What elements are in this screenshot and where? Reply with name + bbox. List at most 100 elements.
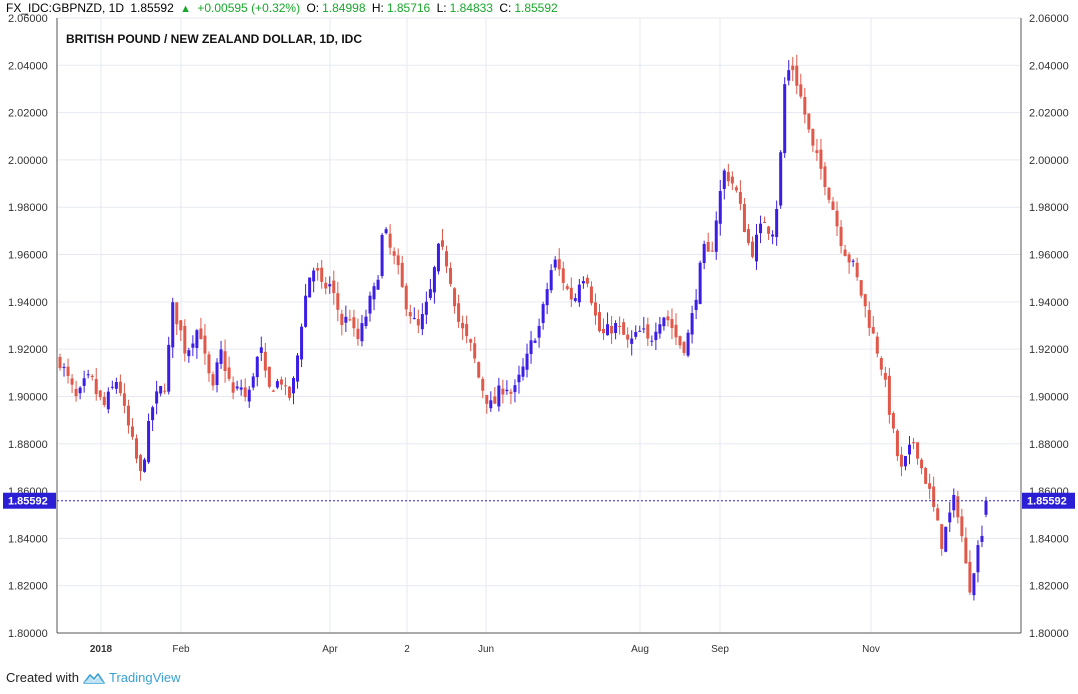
candle-body bbox=[207, 354, 211, 374]
candle-body bbox=[589, 286, 593, 304]
candle-body bbox=[763, 222, 767, 224]
candle-body bbox=[465, 323, 469, 337]
candle-body bbox=[513, 385, 517, 393]
candle-body bbox=[497, 385, 501, 407]
candle-body bbox=[920, 459, 924, 469]
x-tick-label: Sep bbox=[711, 644, 729, 655]
candle-body bbox=[316, 268, 320, 271]
candle-body bbox=[855, 262, 859, 278]
y-tick-label-left: 1.90000 bbox=[8, 391, 48, 403]
candle-body bbox=[259, 347, 263, 353]
candle-body bbox=[183, 325, 187, 354]
candle-body bbox=[968, 561, 972, 593]
high-value: 1.85716 bbox=[386, 1, 431, 15]
last-price-tag-left bbox=[3, 492, 56, 509]
candle-body bbox=[847, 254, 851, 263]
candle-body bbox=[126, 405, 130, 426]
candle-body bbox=[666, 316, 670, 321]
candle-body bbox=[936, 508, 940, 521]
candle-body bbox=[110, 386, 114, 388]
candle-body bbox=[960, 516, 964, 537]
y-tick-label-left: 2.00000 bbox=[8, 155, 48, 167]
candle-body bbox=[646, 324, 650, 339]
candle-body bbox=[255, 356, 259, 378]
candle-body bbox=[602, 328, 606, 334]
candle-body bbox=[674, 324, 678, 338]
y-tick-label-left: 1.92000 bbox=[8, 344, 48, 356]
candle-body bbox=[932, 486, 936, 508]
candle-body bbox=[908, 444, 912, 455]
candle-body bbox=[843, 249, 847, 257]
candle-body bbox=[787, 70, 791, 81]
candle-body bbox=[887, 375, 891, 415]
candle-body bbox=[469, 339, 473, 343]
y-tick-label-left: 2.06000 bbox=[8, 13, 48, 25]
candle-body bbox=[368, 295, 372, 314]
candle-body bbox=[706, 242, 710, 252]
y-tick-label-right: 1.98000 bbox=[1029, 202, 1069, 214]
x-tick-label: Feb bbox=[172, 644, 190, 655]
candle-body bbox=[984, 500, 988, 515]
candle-body bbox=[147, 421, 151, 463]
candle-body bbox=[151, 407, 155, 421]
candle-body bbox=[251, 376, 255, 388]
candle-body bbox=[175, 302, 179, 325]
candle-body bbox=[404, 285, 408, 310]
candle-body bbox=[416, 318, 420, 326]
candle-body bbox=[561, 268, 565, 283]
candle-body bbox=[976, 545, 980, 573]
candle-body bbox=[742, 204, 746, 233]
tradingview-brand[interactable]: TradingView bbox=[108, 670, 181, 685]
candle-body bbox=[219, 349, 223, 364]
candle-body bbox=[980, 535, 984, 542]
candle-body bbox=[610, 326, 614, 334]
candle-body bbox=[489, 400, 493, 409]
candle-body bbox=[440, 240, 444, 247]
x-tick-label: Nov bbox=[862, 644, 880, 655]
low-value: 1.84833 bbox=[449, 1, 493, 15]
candle-body bbox=[944, 526, 948, 552]
candle-body bbox=[275, 381, 279, 388]
candle-body bbox=[179, 320, 183, 331]
candle-body bbox=[940, 524, 944, 549]
candle-body bbox=[593, 302, 597, 316]
candle-body bbox=[348, 319, 352, 321]
candle-body bbox=[412, 318, 416, 320]
last-price: 1.85592 bbox=[130, 1, 174, 15]
candle-body bbox=[767, 226, 771, 234]
candle-body bbox=[521, 366, 525, 377]
candle-body bbox=[606, 324, 610, 336]
y-tick-label-left: 1.84000 bbox=[8, 533, 48, 545]
candle-body bbox=[167, 344, 171, 392]
candle-body bbox=[545, 289, 549, 306]
candle-body bbox=[948, 512, 952, 523]
chart-title: BRITISH POUND / NEW ZEALAND DOLLAR, 1D, … bbox=[66, 32, 362, 46]
candle-body bbox=[195, 330, 199, 348]
candle-body bbox=[424, 301, 428, 315]
candle-body bbox=[883, 372, 887, 380]
tradingview-logo-icon bbox=[83, 672, 105, 684]
candle-body bbox=[549, 270, 553, 291]
candle-body bbox=[791, 65, 795, 71]
candle-body bbox=[851, 260, 855, 262]
candle-body bbox=[746, 229, 750, 243]
candle-body bbox=[360, 323, 364, 342]
x-tick-label: 2 bbox=[404, 644, 410, 655]
candle-body bbox=[835, 210, 839, 227]
y-tick-label-right: 2.04000 bbox=[1029, 60, 1069, 72]
candle-body bbox=[296, 355, 300, 382]
low-label: L: bbox=[436, 1, 447, 15]
candle-body bbox=[352, 317, 356, 329]
candle-body bbox=[557, 259, 561, 270]
y-tick-label-right: 1.82000 bbox=[1029, 581, 1069, 593]
candle-body bbox=[533, 340, 537, 343]
candle-body bbox=[134, 438, 138, 459]
symbol-label: FX_IDC:GBPNZD, 1D bbox=[6, 1, 125, 15]
open-value: 1.84998 bbox=[322, 1, 366, 15]
candle-body bbox=[827, 187, 831, 200]
candle-body bbox=[682, 342, 686, 353]
candle-body bbox=[638, 330, 642, 332]
candle-body bbox=[722, 170, 726, 189]
candle-body bbox=[928, 483, 932, 489]
